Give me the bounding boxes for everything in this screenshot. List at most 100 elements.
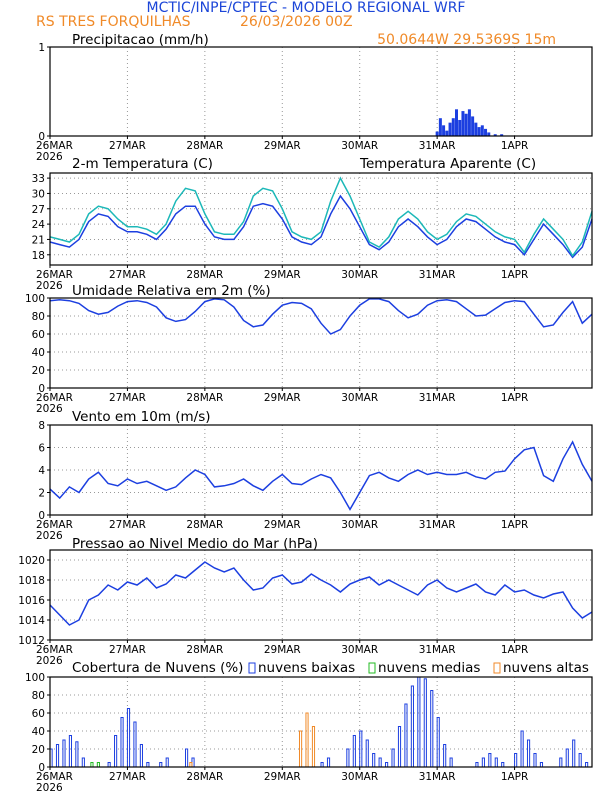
x-tick-label: 28MAR [186, 644, 223, 656]
precip-bar [471, 116, 475, 136]
cloud-bar [449, 757, 453, 768]
cloud-bar [133, 721, 137, 768]
panel-title: Pressao ao Nivel Medio do Mar (hPa) [72, 536, 318, 552]
precip-bar [451, 118, 455, 136]
x-tick-label: 31MAR [419, 771, 456, 783]
series-line-vento-em-10m [49, 440, 593, 511]
precip-bar [480, 125, 484, 136]
legend-label: nuvens medias [378, 660, 480, 676]
panel-precip: 0 1 26MAR 27MAR 28MAR 29MAR 30MAR 31MAR 1APR 2026… [36, 32, 593, 163]
y-tick-label: 1020 [18, 555, 45, 567]
x-tick-label: 29MAR [264, 644, 301, 656]
x-tick-label: 1APR [501, 519, 529, 531]
cloud-bar [378, 757, 382, 768]
x-tick-label: 26MAR [36, 519, 73, 531]
cloud-bar [126, 708, 131, 768]
panel-title: Vento em 10m (m/s) [72, 409, 211, 425]
precip-bar [493, 134, 497, 136]
cloud-bar [107, 762, 111, 768]
y-tick-label: 4 [38, 465, 45, 477]
x-tick-label: 28MAR [186, 140, 223, 152]
cloud-bar [514, 753, 518, 768]
panel-frame [49, 297, 593, 389]
y-tick-label: 1018 [18, 575, 45, 587]
panel-title: 2-m Temperatura (C) [72, 156, 213, 172]
y-tick-label: 24 [32, 219, 46, 231]
x-tick-label: 26MAR [36, 644, 73, 656]
x-tick-label: 1APR [501, 392, 529, 404]
precip-bar [442, 125, 446, 136]
y-tick-label: 40 [32, 347, 45, 359]
cloud-bar [391, 748, 395, 768]
x-tick-label: 30MAR [341, 392, 378, 404]
y-tick-label: 27 [32, 204, 45, 216]
cloud-bar [539, 762, 544, 768]
x-tick-label: 26MAR [36, 392, 73, 404]
panel-title: Precipitacao (mm/h) [72, 32, 209, 48]
x-tick-label: 30MAR [341, 519, 378, 531]
x-tick-label: 1APR [501, 644, 529, 656]
y-tick-label: 21 [32, 234, 45, 246]
precip-bar [477, 127, 481, 136]
x-tick-label: 31MAR [419, 140, 456, 152]
y-tick-label: 6 [38, 443, 45, 455]
panel-title: Umidade Relativa em 2m (%) [72, 283, 271, 299]
cloud-bar [55, 744, 60, 768]
legend-label: Temperatura Aparente (C) [359, 156, 536, 172]
precip-bar [455, 109, 458, 136]
panel-temp: 18 21 24 27 30 33 26MAR 27MAR 28MAR 29MAR 30MAR 31M… [32, 156, 593, 292]
series-line-pressao [49, 561, 593, 626]
precip-bar [500, 134, 504, 136]
cloud-bar [146, 762, 150, 768]
panel-frame [49, 676, 593, 768]
x-year-label: 2026 [36, 530, 63, 542]
cloud-bar [365, 739, 369, 768]
precip-bar [461, 111, 465, 136]
cloud-bar [488, 753, 492, 768]
x-tick-label: 28MAR [186, 519, 223, 531]
x-tick-label: 27MAR [109, 269, 146, 281]
cloud-bar [533, 753, 537, 768]
precip-bar [435, 131, 439, 136]
x-tick-label: 31MAR [419, 392, 456, 404]
cloud-bar [430, 690, 434, 768]
cloud-bar [559, 757, 563, 768]
x-tick-label: 27MAR [109, 140, 146, 152]
y-tick-label: 100 [25, 293, 45, 305]
cloud-bar [346, 748, 350, 768]
cloud-bar [298, 730, 303, 768]
x-year-label: 2026 [36, 655, 63, 667]
panel-mslp: 1012 1014 1016 1018 1020 26MAR 27MAR 28MAR 29MAR… [18, 536, 593, 667]
x-tick-label: 27MAR [109, 771, 146, 783]
panel-frame [49, 424, 593, 516]
y-tick-label: 1 [38, 42, 45, 54]
cloud-bar [417, 676, 421, 768]
x-tick-label: 26MAR [36, 140, 73, 152]
y-tick-label: 8 [38, 420, 45, 432]
cloud-bar [578, 753, 582, 768]
x-tick-label: 26MAR [36, 269, 73, 281]
x-tick-label: 29MAR [264, 140, 301, 152]
x-year-label: 2026 [36, 403, 63, 415]
precip-bar [458, 119, 462, 136]
cloud-bar [62, 739, 66, 768]
precip-bar [487, 132, 491, 136]
y-tick-label: 40 [32, 726, 45, 738]
precip-bar [484, 128, 488, 136]
header-run-time: 26/03/2026 00Z [240, 14, 353, 30]
x-tick-label: 27MAR [109, 644, 146, 656]
x-tick-label: 1APR [501, 269, 529, 281]
header-title: MCTIC/INPE/CPTEC - MODELO REGIONAL WRF [147, 0, 466, 16]
legend-label: nuvens altas [503, 660, 589, 676]
cloud-bar [320, 762, 324, 768]
x-tick-label: 26MAR [36, 771, 73, 783]
cloud-bar [326, 757, 331, 768]
panel-frame [49, 46, 593, 137]
x-tick-label: 28MAR [186, 269, 223, 281]
x-tick-label: 29MAR [264, 392, 301, 404]
y-tick-label: 2 [38, 488, 45, 500]
cloud-bar [572, 739, 576, 768]
y-tick-label: 0 [38, 383, 45, 395]
panels: 0 1 26MAR 27MAR 28MAR 29MAR 30MAR 31MAR 1APR 2026… [18, 32, 593, 792]
